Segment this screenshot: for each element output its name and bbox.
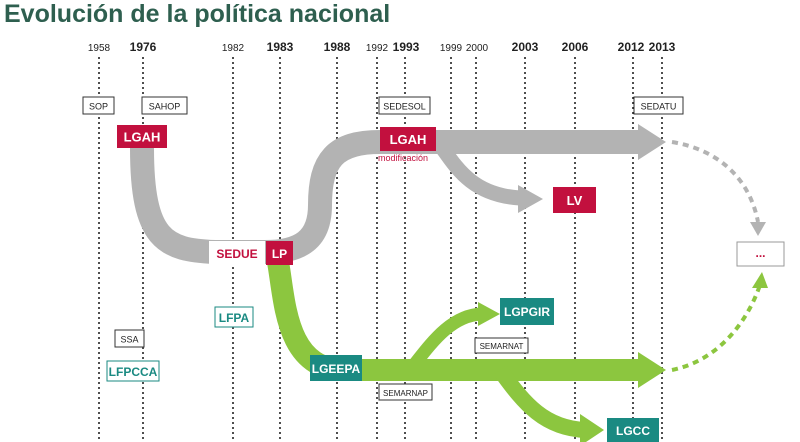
law-lgah-1993: LGAH bbox=[380, 127, 436, 151]
agency-semarnat: SEMARNAT bbox=[474, 337, 529, 354]
agency-sahop-label: SAHOP bbox=[149, 102, 181, 112]
green-arrowhead-main bbox=[638, 352, 666, 388]
green-arrowhead-lgcc bbox=[580, 414, 604, 442]
agency-sedatu-label: SEDATU bbox=[641, 102, 677, 112]
year-label-1999: 1999 bbox=[440, 43, 463, 54]
year-label-2006: 2006 bbox=[562, 40, 589, 54]
agency-sedue: SEDUE bbox=[209, 241, 265, 265]
agency-sedue-label: SEDUE bbox=[216, 247, 257, 261]
agency-semarnat-label: SEMARNAT bbox=[480, 342, 524, 351]
law-boxes: LGAH LGAH modificación LV SEDUE LP LFPA … bbox=[106, 125, 785, 442]
law-lgeepa-label: LGEEPA bbox=[312, 362, 361, 376]
agency-sahop: SAHOP bbox=[141, 96, 188, 115]
green-flow-branch-lgcc bbox=[493, 365, 586, 438]
year-label-2012: 2012 bbox=[618, 40, 645, 54]
grey-arrowhead-main bbox=[638, 124, 666, 160]
law-lgcc: LGCC bbox=[607, 418, 659, 442]
agency-ssa: SSA bbox=[114, 329, 145, 348]
law-lfpa: LFPA bbox=[214, 306, 254, 328]
agency-sop-label: SOP bbox=[89, 102, 108, 112]
year-label-2000: 2000 bbox=[466, 43, 489, 54]
law-lgpgir: LGPGIR bbox=[500, 298, 554, 325]
law-lgeepa: LGEEPA bbox=[310, 355, 362, 381]
law-lp: LP bbox=[266, 241, 293, 265]
year-label-2003: 2003 bbox=[512, 40, 539, 54]
agency-semarnap-label: SEMARNAP bbox=[383, 389, 428, 398]
year-label-1992: 1992 bbox=[366, 43, 389, 54]
agency-sedesol-label: SEDESOL bbox=[383, 102, 426, 112]
green-flow-branch-lgpgir bbox=[404, 307, 483, 375]
year-label-1982: 1982 bbox=[222, 43, 245, 54]
law-lgpgir-label: LGPGIR bbox=[504, 305, 550, 319]
year-label-1958: 1958 bbox=[88, 43, 111, 54]
year-labels: 1958 1976 1982 1983 1988 1992 1993 1999 … bbox=[88, 40, 676, 54]
agency-boxes: SOP SAHOP SEDESOL SEDATU SSA SEMARNAT SE… bbox=[82, 96, 684, 401]
future-box-label: ... bbox=[755, 246, 765, 260]
agency-ssa-label: SSA bbox=[120, 335, 138, 345]
law-lgcc-label: LGCC bbox=[616, 424, 650, 438]
year-label-1993: 1993 bbox=[393, 40, 420, 54]
law-lp-label: LP bbox=[272, 247, 287, 261]
grey-dotted-arrowhead bbox=[750, 222, 766, 236]
law-lv-label: LV bbox=[567, 193, 583, 208]
law-lgah-1976: LGAH bbox=[117, 125, 167, 148]
law-lfpcca-label: LFPCCA bbox=[109, 365, 158, 379]
agency-sop: SOP bbox=[82, 96, 115, 115]
grey-flow-branch-lv bbox=[431, 137, 521, 206]
law-lv: LV bbox=[553, 187, 596, 213]
grey-flow-main bbox=[130, 130, 640, 264]
future-box: ... bbox=[736, 241, 785, 267]
year-label-1988: 1988 bbox=[324, 40, 351, 54]
year-label-1983: 1983 bbox=[267, 40, 294, 54]
law-lfpa-label: LFPA bbox=[219, 311, 250, 325]
agency-sedatu: SEDATU bbox=[633, 96, 684, 115]
green-dotted-arrowhead bbox=[752, 272, 768, 288]
agency-semarnap: SEMARNAP bbox=[378, 383, 433, 401]
year-label-1976: 1976 bbox=[130, 40, 157, 54]
green-dotted-future bbox=[671, 284, 762, 372]
grey-dotted-future bbox=[671, 140, 760, 223]
page-title: Evolución de la política nacional bbox=[4, 0, 391, 28]
green-arrowhead-lgpgir bbox=[478, 302, 500, 326]
law-lfpcca: LFPCCA bbox=[106, 360, 160, 382]
grey-arrowhead-lv bbox=[518, 185, 543, 213]
law-lgah-modification-note: modificación bbox=[378, 153, 428, 163]
year-label-2013: 2013 bbox=[649, 40, 676, 54]
law-lgah-1976-label: LGAH bbox=[124, 130, 161, 145]
law-lgah-1993-label: LGAH bbox=[390, 132, 427, 147]
grey-flow bbox=[130, 124, 766, 264]
agency-sedesol: SEDESOL bbox=[378, 96, 431, 115]
